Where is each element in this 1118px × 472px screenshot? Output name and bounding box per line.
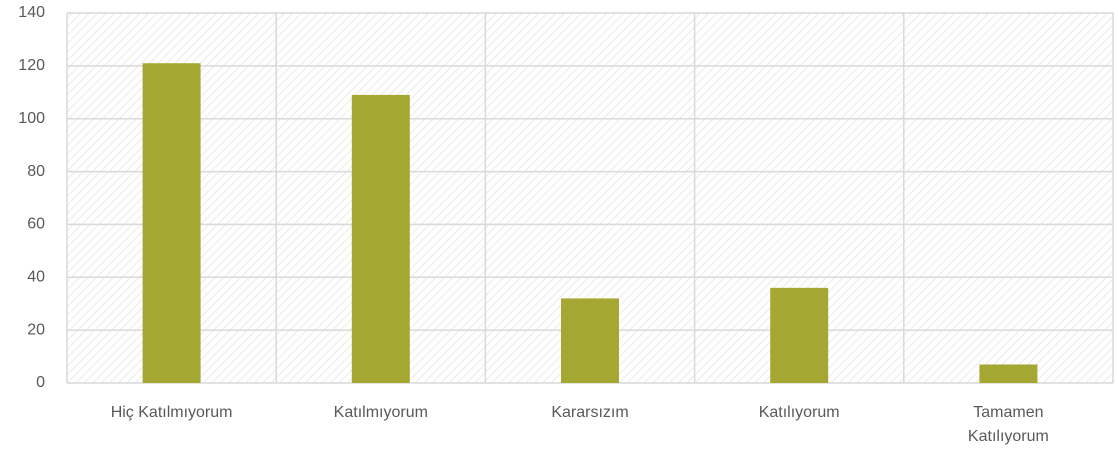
bar — [351, 94, 410, 383]
bar — [979, 364, 1038, 383]
y-tick-label: 60 — [27, 216, 45, 233]
y-tick-label: 0 — [36, 374, 45, 391]
y-tick-label: 140 — [18, 4, 45, 21]
bar — [142, 63, 201, 383]
x-tick-label: Kararsızım — [551, 404, 629, 421]
bar — [561, 298, 619, 383]
x-tick-label: Tamamen Katılıyorum — [967, 404, 1049, 445]
bar — [770, 287, 829, 383]
x-tick-label: Katılıyorum — [758, 404, 840, 421]
x-tick-label: Katılmıyorum — [333, 404, 428, 421]
x-tick-label: Hiç Katılmıyorum — [110, 404, 233, 421]
y-tick-label: 20 — [27, 321, 45, 338]
y-tick-label: 40 — [27, 269, 45, 286]
y-tick-label: 80 — [27, 163, 45, 180]
y-tick-label: 120 — [18, 57, 45, 74]
y-tick-label: 100 — [18, 110, 45, 127]
